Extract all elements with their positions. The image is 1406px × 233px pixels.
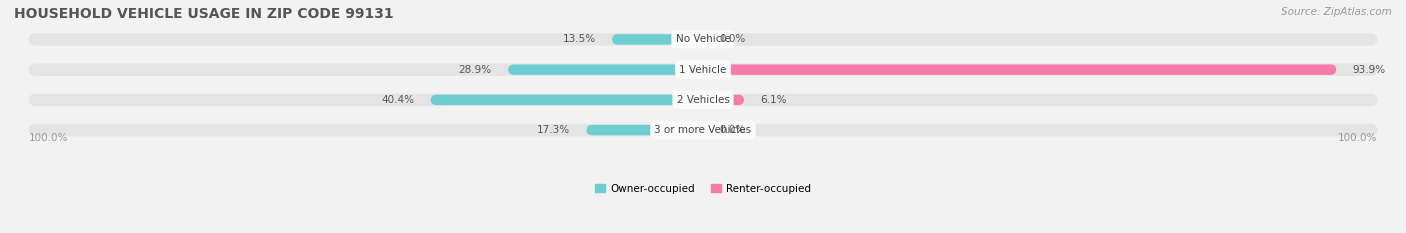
FancyBboxPatch shape: [612, 34, 703, 45]
Legend: Owner-occupied, Renter-occupied: Owner-occupied, Renter-occupied: [591, 179, 815, 198]
FancyBboxPatch shape: [586, 125, 703, 135]
Text: 100.0%: 100.0%: [1339, 134, 1378, 144]
Text: 17.3%: 17.3%: [537, 125, 569, 135]
FancyBboxPatch shape: [703, 65, 1337, 75]
FancyBboxPatch shape: [28, 33, 1378, 46]
FancyBboxPatch shape: [703, 95, 744, 105]
FancyBboxPatch shape: [508, 65, 703, 75]
Text: 0.0%: 0.0%: [720, 34, 745, 45]
FancyBboxPatch shape: [28, 63, 1378, 76]
FancyBboxPatch shape: [430, 95, 703, 105]
Text: HOUSEHOLD VEHICLE USAGE IN ZIP CODE 99131: HOUSEHOLD VEHICLE USAGE IN ZIP CODE 9913…: [14, 7, 394, 21]
Text: 3 or more Vehicles: 3 or more Vehicles: [654, 125, 752, 135]
Text: 13.5%: 13.5%: [562, 34, 596, 45]
FancyBboxPatch shape: [28, 124, 1378, 136]
Text: 100.0%: 100.0%: [28, 134, 67, 144]
Text: 1 Vehicle: 1 Vehicle: [679, 65, 727, 75]
FancyBboxPatch shape: [28, 94, 1378, 106]
Text: 28.9%: 28.9%: [458, 65, 492, 75]
Text: 2 Vehicles: 2 Vehicles: [676, 95, 730, 105]
Text: Source: ZipAtlas.com: Source: ZipAtlas.com: [1281, 7, 1392, 17]
Text: 40.4%: 40.4%: [381, 95, 415, 105]
Text: 0.0%: 0.0%: [720, 125, 745, 135]
Text: 93.9%: 93.9%: [1353, 65, 1386, 75]
Text: 6.1%: 6.1%: [761, 95, 787, 105]
Text: No Vehicle: No Vehicle: [675, 34, 731, 45]
